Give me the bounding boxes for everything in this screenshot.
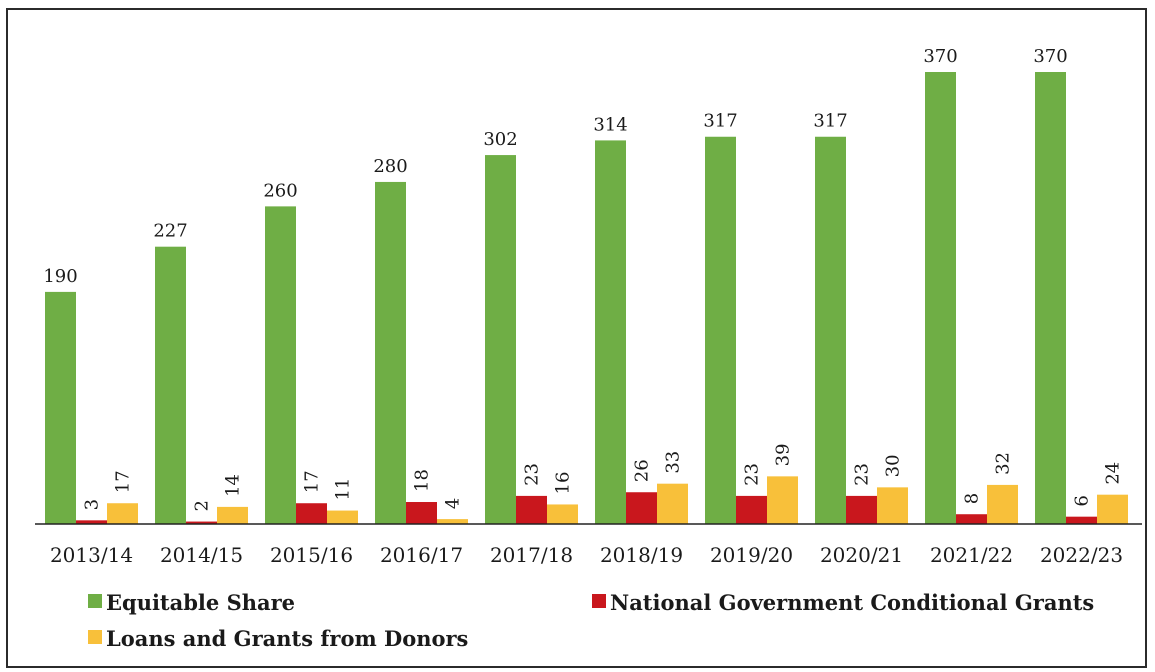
value-label-loans-and-grants-from-donors-2015-16: 11 (333, 478, 354, 501)
legend-swatch-loans-and-grants-from-donors (88, 630, 102, 644)
value-label-national-government-conditional-grants-2018-19: 26 (632, 459, 653, 482)
bar-national-government-conditional-grants-2020-21 (846, 495, 877, 524)
x-tick-label-2020-21: 2020/21 (820, 543, 903, 567)
value-label-loans-and-grants-from-donors-2017-18: 16 (553, 472, 574, 495)
bar-loans-and-grants-from-donors-2016-17 (437, 519, 468, 524)
x-tick-label-2022-23: 2022/23 (1040, 543, 1123, 567)
bar-national-government-conditional-grants-2022-23 (1066, 516, 1097, 524)
bar-equitable-share-2017-18 (485, 155, 516, 525)
bar-equitable-share-2014-15 (155, 246, 186, 524)
value-label-loans-and-grants-from-donors-2021-22: 32 (993, 452, 1014, 475)
value-label-national-government-conditional-grants-2017-18: 23 (522, 463, 543, 486)
bar-national-government-conditional-grants-2014-15 (186, 521, 217, 524)
value-label-loans-and-grants-from-donors-2019-20: 39 (773, 443, 794, 466)
legend-swatch-national-government-conditional-grants (592, 594, 606, 608)
bar-equitable-share-2020-21 (815, 136, 846, 524)
bar-equitable-share-2019-20 (705, 136, 736, 524)
value-label-equitable-share-2016-17: 280 (373, 156, 407, 177)
value-label-national-government-conditional-grants-2013-14: 3 (82, 499, 103, 510)
bar-national-government-conditional-grants-2015-16 (296, 503, 327, 524)
bar-loans-and-grants-from-donors-2019-20 (767, 476, 798, 524)
x-tick-label-2014-15: 2014/15 (160, 543, 243, 567)
x-tick-labels: 2013/14 2014/15 2015/16 2016/17 2017/18 2018/… (50, 543, 1123, 567)
legend-label-national-government-conditional-grants: National Government Conditional Grants (610, 590, 1094, 615)
bar-loans-and-grants-from-donors-2020-21 (877, 487, 908, 524)
bar-national-government-conditional-grants-2013-14 (76, 520, 107, 524)
bar-loans-and-grants-from-donors-2021-22 (987, 484, 1018, 524)
value-label-national-government-conditional-grants-2014-15: 2 (192, 500, 213, 511)
value-label-national-government-conditional-grants-2015-16: 17 (302, 470, 323, 493)
legend: Equitable Share National Government Cond… (88, 590, 1094, 651)
x-tick-label-2017-18: 2017/18 (490, 543, 573, 567)
legend-swatch-equitable-share (88, 594, 102, 608)
value-label-loans-and-grants-from-donors-2018-19: 33 (663, 451, 684, 474)
x-tick-label-2013-14: 2013/14 (50, 543, 133, 567)
value-label-equitable-share-2021-22: 370 (923, 46, 957, 67)
value-label-national-government-conditional-grants-2016-17: 18 (412, 469, 433, 492)
bars-layer (45, 72, 1128, 525)
x-tick-label-2016-17: 2016/17 (380, 543, 463, 567)
bar-loans-and-grants-from-donors-2017-18 (547, 504, 578, 524)
chart-frame (6, 8, 1147, 668)
legend-label-loans-and-grants-from-donors: Loans and Grants from Donors (106, 626, 468, 651)
bar-national-government-conditional-grants-2018-19 (626, 492, 657, 524)
bar-national-government-conditional-grants-2021-22 (956, 514, 987, 524)
value-label-loans-and-grants-from-donors-2020-21: 30 (883, 454, 904, 477)
value-label-national-government-conditional-grants-2022-23: 6 (1072, 495, 1093, 506)
bar-equitable-share-2016-17 (375, 181, 406, 524)
bar-national-government-conditional-grants-2017-18 (516, 495, 547, 524)
bar-national-government-conditional-grants-2019-20 (736, 495, 767, 524)
value-label-equitable-share-2019-20: 317 (703, 111, 737, 132)
bar-loans-and-grants-from-donors-2022-23 (1097, 494, 1128, 524)
value-label-equitable-share-2013-14: 190 (43, 266, 77, 287)
x-tick-label-2019-20: 2019/20 (710, 543, 793, 567)
value-label-equitable-share-2018-19: 314 (593, 114, 627, 135)
x-tick-label-2015-16: 2015/16 (270, 543, 353, 567)
bar-equitable-share-2015-16 (265, 206, 296, 525)
value-label-equitable-share-2020-21: 317 (813, 111, 847, 132)
value-label-loans-and-grants-from-donors-2016-17: 4 (443, 498, 464, 509)
bar-equitable-share-2018-19 (595, 140, 626, 524)
x-tick-label-2021-22: 2021/22 (930, 543, 1013, 567)
legend-label-equitable-share: Equitable Share (106, 590, 295, 615)
value-label-national-government-conditional-grants-2019-20: 23 (742, 463, 763, 486)
value-label-national-government-conditional-grants-2020-21: 23 (852, 463, 873, 486)
bar-equitable-share-2021-22 (925, 72, 956, 524)
value-label-equitable-share-2015-16: 260 (263, 180, 297, 201)
value-label-equitable-share-2014-15: 227 (153, 221, 187, 242)
value-label-national-government-conditional-grants-2021-22: 8 (962, 493, 983, 504)
bar-loans-and-grants-from-donors-2014-15 (217, 506, 248, 524)
bar-loans-and-grants-from-donors-2018-19 (657, 483, 688, 524)
bar-loans-and-grants-from-donors-2015-16 (327, 510, 358, 524)
x-tick-label-2018-19: 2018/19 (600, 543, 683, 567)
value-label-equitable-share-2017-18: 302 (483, 129, 517, 150)
bar-national-government-conditional-grants-2016-17 (406, 502, 437, 524)
value-label-loans-and-grants-from-donors-2013-14: 17 (113, 470, 134, 493)
value-label-equitable-share-2022-23: 370 (1033, 46, 1067, 67)
bar-equitable-share-2022-23 (1035, 72, 1066, 524)
bar-equitable-share-2013-14 (45, 291, 76, 524)
value-label-loans-and-grants-from-donors-2014-15: 14 (223, 474, 244, 497)
value-label-loans-and-grants-from-donors-2022-23: 24 (1103, 462, 1124, 485)
bar-loans-and-grants-from-donors-2013-14 (107, 503, 138, 524)
